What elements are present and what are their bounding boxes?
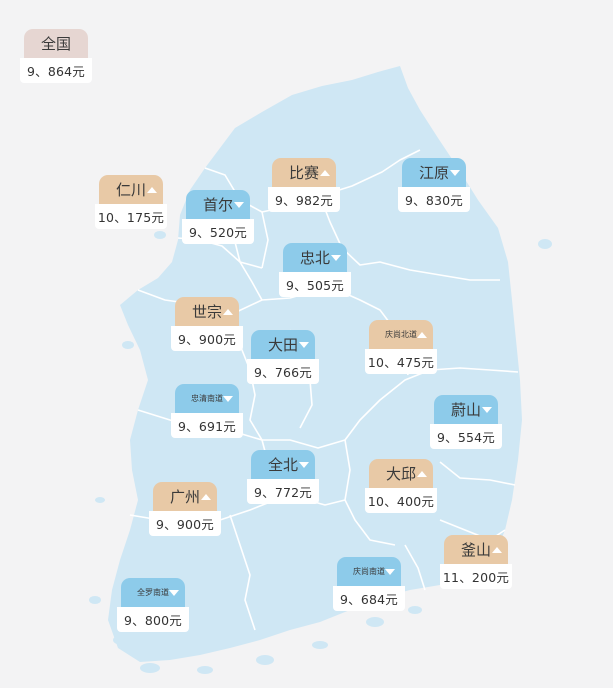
region-price: 9、505元 [279, 272, 351, 297]
region-price: 10、175元 [95, 204, 167, 229]
region-card-gangwon[interactable]: 江原 9、830元 [398, 158, 470, 212]
trend-down-icon [169, 590, 179, 596]
region-name: 庆尚南道 [353, 567, 385, 576]
trend-up-icon [492, 547, 502, 553]
region-card-daegu[interactable]: 大邱 10、400元 [365, 459, 437, 513]
trend-down-icon [299, 462, 309, 468]
region-card-gyeongnam[interactable]: 庆尚南道 9、684元 [333, 557, 405, 611]
island [113, 635, 131, 645]
region-card-jeonnam[interactable]: 全罗南道 9、800元 [117, 578, 189, 632]
region-price: 9、982元 [268, 187, 340, 212]
region-card-seoul[interactable]: 首尔 9、520元 [182, 190, 254, 244]
trend-up-icon [417, 332, 427, 338]
region-price: 9、830元 [398, 187, 470, 212]
national-card[interactable]: 全国 9、864元 [20, 29, 92, 83]
trend-down-icon [482, 407, 492, 413]
region-price: 9、900元 [149, 511, 221, 536]
trend-down-icon [385, 569, 395, 575]
region-name: 全罗南道 [137, 588, 169, 597]
region-card-chungbuk[interactable]: 忠北 9、505元 [279, 243, 351, 297]
island [197, 666, 213, 674]
island [95, 497, 105, 503]
region-name: 大田 [251, 330, 315, 359]
region-card-ulsan[interactable]: 蔚山 9、554元 [430, 395, 502, 449]
region-price: 9、772元 [247, 479, 319, 504]
island [140, 663, 160, 673]
region-card-gyeonggi[interactable]: 比赛 9、982元 [268, 158, 340, 212]
trend-up-icon [320, 170, 330, 176]
region-name: 忠清南道 [191, 394, 223, 403]
region-price: 10、400元 [365, 488, 437, 513]
region-price: 9、766元 [247, 359, 319, 384]
region-price: 9、800元 [117, 607, 189, 632]
region-card-sejong[interactable]: 世宗 9、900元 [171, 297, 243, 351]
trend-down-icon [223, 396, 233, 402]
region-card-gwangju[interactable]: 广州 9、900元 [149, 482, 221, 536]
island [89, 596, 101, 604]
trend-down-icon [234, 202, 244, 208]
region-price: 9、520元 [182, 219, 254, 244]
island [366, 617, 384, 627]
island [144, 326, 156, 334]
region-name: 首尔 [186, 190, 250, 219]
region-price: 9、554元 [430, 424, 502, 449]
region-price: 9、691元 [171, 413, 243, 438]
trend-up-icon [147, 187, 157, 193]
island [408, 606, 422, 614]
trend-down-icon [450, 170, 460, 176]
region-name: 釜山 [444, 535, 508, 564]
region-card-busan[interactable]: 釜山 11、200元 [440, 535, 512, 589]
region-card-incheon[interactable]: 仁川 10、175元 [95, 175, 167, 229]
region-card-gyeongbuk[interactable]: 庆尚北道 10、475元 [365, 320, 437, 374]
region-price: 11、200元 [440, 564, 512, 589]
region-card-daejeon[interactable]: 大田 9、766元 [247, 330, 319, 384]
trend-up-icon [223, 309, 233, 315]
island [256, 655, 274, 665]
region-card-jeonbuk[interactable]: 全北 9、772元 [247, 450, 319, 504]
trend-up-icon [201, 494, 211, 500]
trend-up-icon [417, 471, 427, 477]
national-label: 全国 [24, 29, 88, 58]
trend-down-icon [299, 342, 309, 348]
island [122, 341, 134, 349]
region-price: 9、900元 [171, 326, 243, 351]
region-card-chungnam[interactable]: 忠清南道 9、691元 [171, 384, 243, 438]
trend-down-icon [331, 255, 341, 261]
island [154, 231, 166, 239]
region-price: 10、475元 [365, 349, 437, 374]
island [312, 641, 328, 649]
island [538, 239, 552, 249]
region-name: 庆尚北道 [385, 330, 417, 339]
region-price: 9、684元 [333, 586, 405, 611]
national-price: 9、864元 [20, 58, 92, 83]
